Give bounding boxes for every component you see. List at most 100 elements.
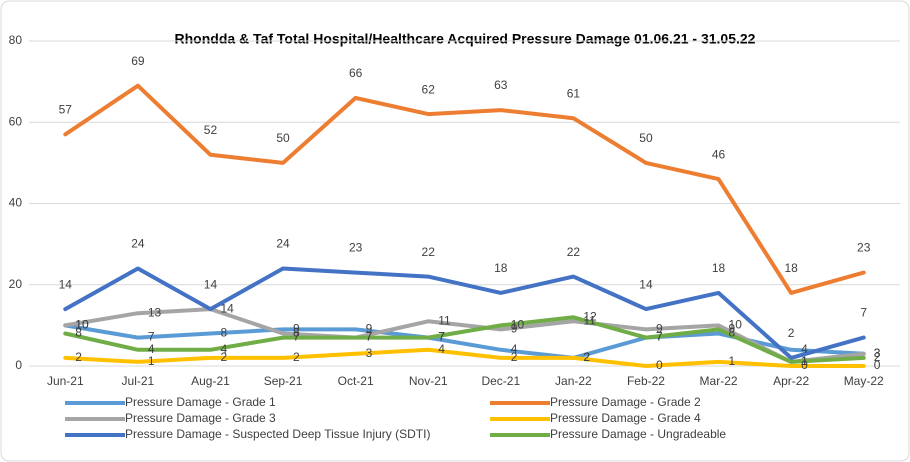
data-label: 10 — [511, 318, 525, 332]
data-label: 52 — [204, 123, 218, 137]
data-label: 7 — [656, 330, 663, 344]
y-tick-label: 20 — [9, 277, 23, 291]
data-label: 4 — [511, 342, 518, 356]
data-label: 23 — [857, 241, 871, 255]
data-label: 11 — [583, 313, 596, 327]
data-label: 9 — [293, 322, 300, 336]
data-label: 7 — [366, 330, 373, 344]
data-label: 8 — [220, 326, 227, 340]
data-label: 18 — [712, 261, 726, 275]
data-label: 4 — [220, 342, 227, 356]
data-label: 2 — [75, 350, 82, 364]
data-label: 3 — [874, 346, 881, 360]
data-label: 69 — [131, 54, 145, 68]
data-label: 23 — [349, 241, 363, 255]
legend-label: Pressure Damage - Ungradeable — [550, 427, 726, 441]
data-label: 7 — [860, 306, 867, 320]
data-label: 9 — [656, 322, 663, 336]
x-tick-label: Nov-21 — [409, 374, 448, 388]
data-label: 61 — [567, 86, 581, 100]
data-label: 8 — [729, 326, 736, 340]
x-tick-label: Dec-21 — [481, 374, 520, 388]
data-label: 1 — [729, 354, 736, 368]
x-tick-label: Feb-22 — [627, 374, 665, 388]
series-line — [63, 307, 866, 364]
x-tick-label: Jan-22 — [555, 374, 592, 388]
data-label: 11 — [438, 313, 451, 327]
data-label: 8 — [293, 326, 300, 340]
data-label: 46 — [712, 147, 726, 161]
data-label: 8 — [75, 326, 82, 340]
x-tick-label: Mar-22 — [700, 374, 738, 388]
data-label: 13 — [148, 305, 162, 319]
x-tick-label: Aug-21 — [191, 374, 230, 388]
data-label: 2 — [583, 350, 590, 364]
data-label: 10 — [729, 318, 743, 332]
data-label: 9 — [366, 322, 373, 336]
data-label: 9 — [729, 322, 736, 336]
data-label: 62 — [422, 82, 436, 96]
y-tick-label: 0 — [15, 358, 22, 372]
data-label: 2 — [293, 350, 300, 364]
data-label: 7 — [438, 330, 445, 344]
data-label: 0 — [801, 358, 808, 372]
legend-label: Pressure Damage - Grade 4 — [550, 411, 701, 425]
data-label: 2 — [583, 350, 590, 364]
data-label: 7 — [366, 330, 373, 344]
series-line — [63, 347, 866, 368]
legend-label: Pressure Damage - Suspected Deep Tissue … — [125, 427, 430, 441]
series-line — [63, 266, 866, 360]
data-label: 1 — [801, 354, 808, 368]
legend-label: Pressure Damage - Grade 2 — [550, 395, 701, 409]
data-label: 2 — [511, 350, 518, 364]
data-label: 50 — [639, 131, 653, 145]
x-tick-label: Jul-21 — [122, 374, 155, 388]
data-label: 14 — [59, 277, 73, 291]
data-label: 4 — [801, 342, 808, 356]
data-label: 9 — [511, 322, 518, 336]
data-label: 24 — [276, 237, 290, 251]
x-tick-label: May-22 — [844, 374, 884, 388]
data-label: 10 — [75, 318, 89, 332]
data-label: 3 — [874, 346, 881, 360]
data-label: 24 — [131, 237, 145, 251]
legend-label: Pressure Damage - Grade 1 — [125, 395, 276, 409]
data-label: 12 — [583, 309, 597, 323]
data-label: 18 — [494, 261, 508, 275]
data-label: 63 — [494, 78, 508, 92]
data-label: 7 — [293, 330, 300, 344]
data-label: 1 — [148, 354, 155, 368]
data-label: 7 — [148, 330, 155, 344]
data-label: 14 — [639, 277, 653, 291]
data-label: 2 — [788, 326, 795, 340]
data-label: 0 — [874, 358, 881, 372]
data-label: 2 — [874, 350, 881, 364]
x-tick-label: Oct-21 — [338, 374, 374, 388]
data-label: 3 — [366, 346, 373, 360]
x-tick-label: Apr-22 — [773, 374, 809, 388]
x-tick-label: Sep-21 — [264, 374, 303, 388]
y-tick-label: 40 — [9, 196, 23, 210]
data-label: 50 — [276, 131, 290, 145]
data-label: 7 — [438, 330, 445, 344]
data-label: 22 — [567, 245, 581, 259]
data-label: 66 — [349, 66, 363, 80]
data-label: 2 — [220, 350, 227, 364]
data-label: 1 — [801, 354, 808, 368]
data-label: 0 — [656, 358, 663, 372]
data-label: 22 — [422, 245, 436, 259]
series-line — [63, 315, 866, 364]
series-line — [63, 83, 866, 295]
y-tick-label: 80 — [9, 33, 23, 47]
data-label: 14 — [204, 277, 218, 291]
data-label: 10 — [75, 318, 89, 332]
data-label: 4 — [148, 342, 155, 356]
data-label: 18 — [784, 261, 798, 275]
data-label: 4 — [438, 342, 445, 356]
chart-title: Rhondda & Taf Total Hospital/Healthcare … — [175, 31, 756, 47]
y-tick-label: 60 — [9, 114, 23, 128]
legend-label: Pressure Damage - Grade 3 — [125, 411, 276, 425]
data-label: 14 — [220, 301, 234, 315]
